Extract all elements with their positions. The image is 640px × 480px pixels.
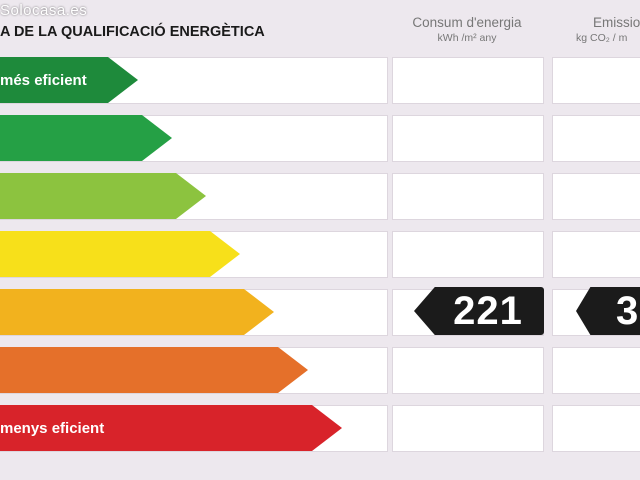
rating-bar-label: menys eficient	[0, 419, 105, 437]
grid-cell	[552, 231, 640, 278]
watermark: Solocasa.es	[0, 2, 88, 19]
emissions-unit: kg CO₂ / m	[576, 31, 628, 44]
grid-cell	[392, 173, 544, 220]
consum-value-badge: 221	[414, 287, 544, 335]
grid-cell	[552, 57, 640, 104]
rating-bar	[0, 173, 206, 219]
grid-cell	[392, 231, 544, 278]
consum-value: 221	[453, 288, 523, 333]
grid-cell	[552, 347, 640, 394]
rating-bar	[0, 347, 308, 393]
grid-cell	[552, 173, 640, 220]
emissions-column-header: Emissio kg CO₂ / m	[560, 15, 640, 45]
rating-bar	[0, 289, 274, 335]
grid-cell	[552, 405, 640, 452]
consum-unit: kWh /m² any	[437, 31, 497, 44]
grid-cell	[392, 405, 544, 452]
grid-cell	[392, 347, 544, 394]
rating-title: A DE LA QUALIFICACIÓ ENERGÈTICA	[0, 24, 265, 40]
emissions-heading: Emissio	[593, 15, 640, 30]
rating-bar	[0, 231, 240, 277]
grid-cell	[392, 115, 544, 162]
rating-bar: menys eficient	[0, 405, 342, 451]
rating-bar: més eficient	[0, 57, 138, 103]
grid-cell	[552, 115, 640, 162]
emissions-value: 3	[616, 288, 640, 333]
consum-column-header: Consum d'energia kWh /m² any	[392, 15, 542, 45]
emissions-value-badge: 3	[576, 287, 640, 335]
consum-heading: Consum d'energia	[412, 15, 522, 30]
rating-bar	[0, 115, 172, 161]
grid-cell	[392, 57, 544, 104]
rating-bar-label: més eficient	[0, 71, 87, 89]
